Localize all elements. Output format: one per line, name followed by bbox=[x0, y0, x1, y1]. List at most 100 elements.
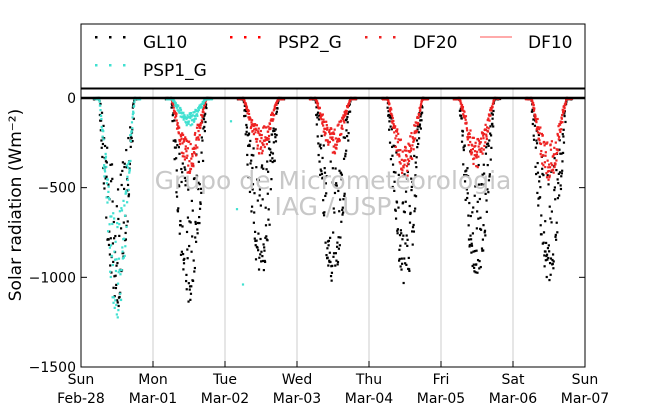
data-point-gl10 bbox=[394, 171, 397, 174]
data-point-gl10 bbox=[540, 214, 543, 217]
data-point-df20 bbox=[419, 106, 422, 109]
data-point-gl10 bbox=[101, 142, 105, 146]
data-point-df20 bbox=[398, 161, 401, 164]
data-point-df20 bbox=[398, 153, 401, 156]
data-point-df20 bbox=[403, 149, 406, 152]
data-point-df20 bbox=[201, 115, 204, 118]
data-point-gl10 bbox=[181, 162, 184, 165]
data-point-df20 bbox=[172, 102, 175, 105]
data-point-df20 bbox=[195, 136, 198, 139]
data-point-gl10 bbox=[474, 271, 477, 274]
data-point-df20 bbox=[492, 99, 496, 102]
data-point-gl10 bbox=[484, 234, 487, 237]
data-point-df20 bbox=[392, 119, 395, 123]
data-point-gl10 bbox=[188, 244, 191, 248]
x-tick-label-day: Wed bbox=[282, 372, 313, 388]
data-point-psp1-g bbox=[109, 270, 112, 273]
data-point-gl10 bbox=[273, 129, 276, 132]
data-point-df20 bbox=[546, 141, 549, 144]
data-point-df20 bbox=[539, 142, 543, 146]
data-point-df20 bbox=[199, 124, 202, 127]
data-point-df20 bbox=[486, 126, 489, 129]
legend-label-df20: DF20 bbox=[413, 33, 458, 53]
data-point-gl10 bbox=[469, 234, 472, 237]
data-point-df20 bbox=[397, 138, 400, 141]
data-point-gl10 bbox=[484, 192, 487, 196]
data-point-gl10 bbox=[114, 274, 117, 277]
data-point-gl10 bbox=[177, 183, 180, 187]
data-point-df20 bbox=[391, 121, 394, 124]
data-point-df20 bbox=[389, 106, 392, 110]
data-point-df20 bbox=[260, 137, 263, 140]
data-point-psp1-g bbox=[116, 316, 119, 319]
data-point-psp1-g bbox=[110, 255, 114, 258]
data-point-gl10 bbox=[109, 237, 112, 240]
data-point-df20 bbox=[462, 113, 465, 116]
data-point-gl10 bbox=[107, 238, 110, 241]
data-point-gl10 bbox=[271, 157, 274, 160]
data-point-df20 bbox=[180, 134, 183, 137]
data-point-gl10 bbox=[548, 278, 551, 282]
data-point-gl10 bbox=[105, 161, 108, 164]
data-point-gl10 bbox=[532, 118, 535, 121]
data-point-gl10 bbox=[468, 244, 471, 247]
data-point-psp1-g bbox=[126, 178, 129, 182]
data-point-df20 bbox=[559, 120, 562, 123]
x-tick-label-date: Mar-05 bbox=[417, 391, 465, 407]
data-point-df20 bbox=[477, 139, 481, 142]
data-point-df20 bbox=[415, 121, 418, 124]
data-point-gl10 bbox=[254, 239, 257, 243]
data-point-psp1-g bbox=[110, 215, 113, 218]
data-point-df20 bbox=[459, 100, 462, 103]
data-point-gl10 bbox=[473, 270, 476, 273]
data-point-gl10 bbox=[542, 231, 546, 234]
data-point-gl10 bbox=[274, 140, 278, 143]
data-point-gl10 bbox=[549, 257, 553, 260]
data-point-psp1-g bbox=[192, 118, 195, 121]
data-point-df20 bbox=[250, 121, 253, 124]
data-point-df20 bbox=[250, 123, 253, 126]
data-point-gl10 bbox=[391, 185, 394, 189]
data-point-df20 bbox=[538, 139, 541, 142]
data-point-df20 bbox=[535, 127, 539, 131]
data-point-psp1-g bbox=[117, 309, 120, 312]
data-point-gl10 bbox=[404, 262, 407, 265]
data-point-df20 bbox=[479, 148, 482, 151]
x-tick-label-date: Mar-02 bbox=[201, 391, 249, 407]
data-point-df20 bbox=[489, 114, 492, 117]
data-point-df20 bbox=[406, 169, 409, 172]
data-point-gl10 bbox=[248, 190, 252, 194]
data-point-gl10 bbox=[258, 194, 261, 197]
data-point-gl10 bbox=[482, 249, 485, 252]
data-point-df20 bbox=[182, 152, 185, 155]
data-point-psp1-g bbox=[110, 244, 113, 247]
data-point-gl10 bbox=[106, 196, 109, 199]
data-point-gl10 bbox=[335, 259, 338, 262]
data-point-df20 bbox=[395, 134, 398, 137]
data-point-gl10 bbox=[260, 164, 264, 167]
data-point-gl10 bbox=[411, 226, 415, 229]
data-point-gl10 bbox=[420, 119, 423, 122]
data-point-df20 bbox=[412, 139, 416, 142]
data-point-df20 bbox=[342, 114, 345, 117]
data-point-df20 bbox=[188, 171, 191, 174]
data-point-gl10 bbox=[315, 106, 318, 109]
data-point-df20 bbox=[537, 126, 540, 129]
data-point-psp1-g bbox=[196, 110, 200, 113]
legend-marker-df20 bbox=[365, 36, 368, 39]
data-point-df20 bbox=[190, 157, 193, 160]
data-point-gl10 bbox=[402, 234, 405, 237]
data-point-df20 bbox=[271, 119, 274, 122]
data-point-df20 bbox=[467, 143, 470, 147]
data-point-df20 bbox=[479, 137, 483, 140]
x-tick-label-date: Mar-06 bbox=[489, 391, 537, 407]
data-point-gl10 bbox=[415, 165, 418, 169]
y-axis-label: Solar radiation (Wm⁻²) bbox=[6, 109, 26, 301]
data-point-gl10 bbox=[262, 243, 265, 246]
data-point-gl10 bbox=[100, 139, 103, 142]
data-point-gl10 bbox=[275, 110, 278, 113]
data-point-df20 bbox=[321, 113, 324, 116]
data-point-df20 bbox=[537, 137, 540, 141]
x-tick-label-date: Mar-07 bbox=[561, 391, 609, 407]
data-point-psp1-g bbox=[176, 106, 179, 109]
